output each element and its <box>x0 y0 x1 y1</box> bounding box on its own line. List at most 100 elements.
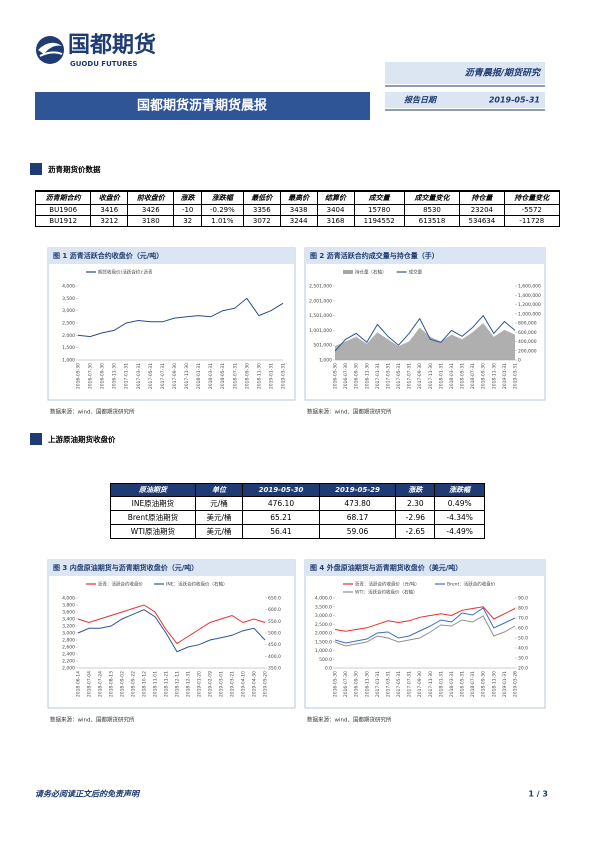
header-cell: 收盘价 <box>90 190 129 205</box>
legend-label: 期货收盘价(活跃合约):沥青 <box>98 269 153 276</box>
table-cell: INE原油期货 <box>110 496 196 511</box>
header-cell: 前收盘价 <box>127 190 175 205</box>
table-cell: 3072 <box>242 215 281 227</box>
x-tick-label: 2016-05-30 <box>76 363 82 389</box>
y2-tick-label: 30.0 <box>518 656 528 662</box>
table-cell: 元/桶 <box>194 496 244 511</box>
figure-frame <box>304 247 546 401</box>
header-row: 原油期货 单位 2019-05-30 2019-05-29 涨跌 涨跌幅 <box>110 483 485 497</box>
source-note: 数据来源：wind、国都期货研究所 <box>50 716 135 724</box>
x-tick-label: 2018-11-30 <box>491 363 497 389</box>
y2-tick-label: 1,200,000 <box>518 302 541 308</box>
category: 沥青晨报/期货研究 <box>465 68 542 79</box>
y2-tick-label: 20.0 <box>518 666 528 672</box>
header-cell: 涨跌幅 <box>434 483 485 497</box>
table-row: Brent原油期货 美元/桶 65.21 68.17 -2.96 -4.34% <box>110 510 485 525</box>
x-tick-label: 2017-09-30 <box>417 363 423 389</box>
table-cell: 15780 <box>353 204 405 216</box>
title-band <box>35 92 370 120</box>
y-tick-label: 500.0 <box>319 657 332 663</box>
y2-tick-label: 450.0 <box>268 642 281 648</box>
table-cell: 32 <box>173 215 202 227</box>
table-cell: 美元/桶 <box>194 524 244 539</box>
table-cell: -2.96 <box>395 510 436 525</box>
x-tick-label: 2019-03-21 <box>230 671 236 697</box>
series-line <box>77 297 284 338</box>
y-tick-label: 1,001,000 <box>309 328 332 334</box>
legend-label: 持仓量（右轴） <box>355 269 387 276</box>
y-tick-label: 2,501,000 <box>309 284 332 290</box>
x-tick-label: 2018-01-31 <box>438 363 444 389</box>
y2-tick-label: 1,400,000 <box>518 293 541 299</box>
table-cell: -2.65 <box>395 524 436 539</box>
x-tick-label: 2018-12-11 <box>175 671 181 697</box>
x-tick-label: 2019-03-31 <box>513 363 519 389</box>
x-tick-label: 2017-03-31 <box>385 671 391 697</box>
y-tick-label: 2,400 <box>62 652 75 658</box>
x-tick-label: 2018-07-31 <box>232 363 238 389</box>
x-tick-label: 2018-07-24 <box>98 671 104 697</box>
x-tick-label: 2019-05-20 <box>263 671 269 697</box>
header-cell: 持仓量 <box>459 190 505 205</box>
legend-label: 成交量 <box>409 269 423 276</box>
category-band <box>385 62 545 84</box>
date: 2019-05-31 <box>489 96 540 105</box>
y2-tick-label: 1,600,000 <box>518 284 541 290</box>
caption-band <box>305 560 545 576</box>
x-tick-label: 2016-05-30 <box>333 671 339 697</box>
table-cell: WTI原油期货 <box>110 524 196 539</box>
y2-tick-label: 650.0 <box>268 596 281 602</box>
x-tick-label: 2018-11-30 <box>491 671 497 697</box>
y2-tick-label: 40.0 <box>518 646 528 652</box>
x-tick-label: 2018-09-30 <box>244 363 250 389</box>
header-cell: 涨跌 <box>395 483 436 497</box>
x-tick-label: 2017-03-31 <box>385 363 391 389</box>
header-cell: 结算价 <box>316 190 355 205</box>
table-cell: 2.30 <box>395 496 436 511</box>
table-cell: 473.80 <box>318 496 397 511</box>
figure-caption: 图 3 内盘原油期货与沥青期货收盘价（元/吨） <box>53 563 198 572</box>
crude-table: 原油期货 单位 2019-05-30 2019-05-29 涨跌 涨跌幅 INE原油期货 元/… <box>110 483 485 539</box>
table-cell: 65.21 <box>242 510 320 525</box>
table-cell: Brent原油期货 <box>110 510 196 525</box>
y2-tick-label: 500.0 <box>268 631 281 637</box>
y2-tick-label: 350.0 <box>268 666 281 672</box>
y-tick-label: 2,200 <box>62 659 75 665</box>
y2-tick-label: 600,000 <box>518 330 537 336</box>
y2-tick-label: 50.0 <box>518 636 528 642</box>
y-tick-label: 1,000 <box>319 358 332 364</box>
y-tick-label: 2,800 <box>62 638 75 644</box>
header-row: 沥青期合约 收盘价 前收盘价 涨跌 涨跌幅 最低价 最高价 结算价 成交量 成交量变化 持仓量 持仓量… <box>34 190 561 205</box>
y-tick-label: 2,000 <box>62 666 75 672</box>
y-tick-label: 1,000 <box>62 358 75 364</box>
x-tick-label: 2018-07-31 <box>470 671 476 697</box>
figure-caption: 图 1 沥青活跃合约收盘价（元/吨） <box>53 251 163 260</box>
y-tick-label: 3,500 <box>62 296 75 302</box>
x-tick-label: 2018-07-04 <box>87 671 93 697</box>
y-tick-label: 4,000 <box>62 284 75 290</box>
y2-tick-label: 400,000 <box>518 339 537 345</box>
y2-tick-label: 400.0 <box>268 654 281 660</box>
y2-tick-label: 80.0 <box>518 606 528 612</box>
header-cell: 2019-05-29 <box>318 483 397 497</box>
source-note: 数据来源：wind、国都期货研究所 <box>307 408 392 416</box>
x-tick-label: 2017-01-31 <box>375 363 381 389</box>
date-label: 报告日期 <box>404 96 438 105</box>
series-line <box>334 606 516 632</box>
x-tick-label: 2019-03-01 <box>219 671 225 697</box>
x-tick-label: 2017-03-31 <box>136 363 142 389</box>
table-cell: 美元/桶 <box>194 510 244 525</box>
y-tick-label: 3,400 <box>62 617 75 623</box>
y-tick-label: 1,000.0 <box>315 648 332 654</box>
legend-label: WTI：活跃合约收盘价（右轴） <box>355 589 418 596</box>
y-tick-label: 3,500.0 <box>315 604 332 610</box>
x-tick-label: 2017-07-31 <box>160 363 166 389</box>
figure-caption: 图 4 外盘原油期货与沥青期货收盘价（美元/吨） <box>310 563 462 572</box>
x-tick-label: 2016-07-30 <box>88 363 94 389</box>
x-tick-label: 2016-07-30 <box>343 363 349 389</box>
x-tick-label: 2016-09-30 <box>354 671 360 697</box>
table-cell: 0.49% <box>434 496 485 511</box>
source-note: 数据来源：wind、国都期货研究所 <box>50 408 135 416</box>
source-note: 数据来源：wind、国都期货研究所 <box>307 716 392 724</box>
legend-label: 沥青：活跃合约收盘价 <box>98 581 143 588</box>
